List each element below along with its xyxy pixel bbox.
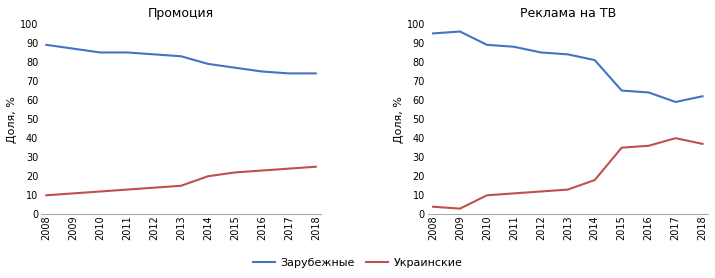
Зарубежные	[177, 54, 185, 58]
Украинские	[177, 184, 185, 187]
Line: Украинские: Украинские	[433, 138, 703, 208]
Зарубежные	[510, 45, 518, 48]
Украинские	[563, 188, 572, 191]
Зарубежные	[69, 47, 77, 50]
Зарубежные	[312, 72, 320, 75]
Украинские	[617, 146, 626, 149]
Зарубежные	[563, 53, 572, 56]
Украинские	[699, 142, 707, 146]
Украинские	[204, 175, 212, 178]
Украинские	[644, 144, 653, 147]
Украинские	[285, 167, 293, 170]
Украинские	[123, 188, 132, 191]
Зарубежные	[455, 30, 464, 33]
Украинские	[96, 190, 104, 193]
Line: Зарубежные: Зарубежные	[46, 45, 316, 73]
Украинские	[483, 193, 491, 197]
Зарубежные	[150, 53, 159, 56]
Зарубежные	[591, 58, 599, 62]
Line: Украинские: Украинские	[46, 167, 316, 195]
Title: Промоция: Промоция	[148, 7, 214, 20]
Украинские	[42, 193, 51, 197]
Зарубежные	[536, 51, 545, 54]
Зарубежные	[285, 72, 293, 75]
Зарубежные	[204, 62, 212, 66]
Украинские	[150, 186, 159, 189]
Зарубежные	[96, 51, 104, 54]
Зарубежные	[231, 66, 240, 69]
Украинские	[69, 192, 77, 195]
Y-axis label: Доля, %: Доля, %	[394, 96, 404, 143]
Title: Реклама на ТВ: Реклама на ТВ	[520, 7, 616, 20]
Зарубежные	[671, 100, 680, 104]
Украинские	[231, 171, 240, 174]
Украинские	[257, 169, 266, 172]
Legend: Зарубежные, Украинские: Зарубежные, Украинские	[248, 254, 467, 272]
Украинские	[455, 207, 464, 210]
Украинские	[536, 190, 545, 193]
Украинские	[510, 192, 518, 195]
Зарубежные	[123, 51, 132, 54]
Зарубежные	[483, 43, 491, 46]
Зарубежные	[699, 95, 707, 98]
Y-axis label: Доля, %: Доля, %	[7, 96, 17, 143]
Украинские	[312, 165, 320, 168]
Зарубежные	[257, 70, 266, 73]
Зарубежные	[42, 43, 51, 46]
Line: Зарубежные: Зарубежные	[433, 31, 703, 102]
Зарубежные	[617, 89, 626, 92]
Украинские	[429, 205, 438, 208]
Зарубежные	[644, 91, 653, 94]
Зарубежные	[429, 32, 438, 35]
Украинские	[671, 136, 680, 140]
Украинские	[591, 178, 599, 182]
